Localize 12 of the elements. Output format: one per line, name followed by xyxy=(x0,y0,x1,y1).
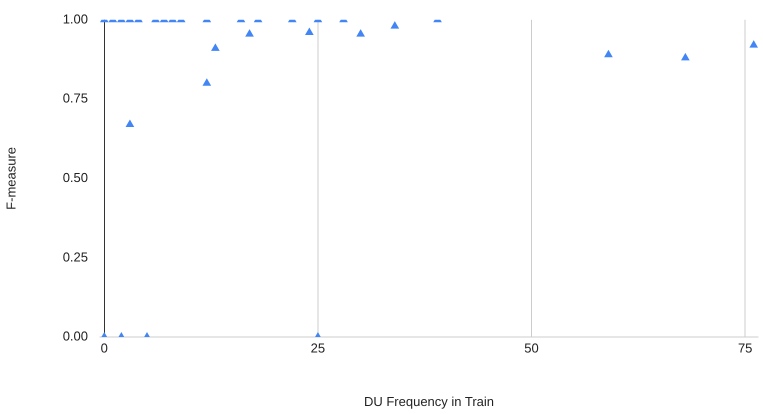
y-tick-label: 0.00 xyxy=(62,328,88,344)
y-tick-label: 0.50 xyxy=(62,170,88,185)
y-tick-label: 1.00 xyxy=(62,11,88,26)
y-axis-title: F-measure xyxy=(3,146,18,210)
x-axis-title: DU Frequency in Train xyxy=(364,394,494,409)
x-tick-label: 25 xyxy=(310,340,326,356)
y-tick-label: 0.25 xyxy=(62,249,88,264)
y-tick-label: 0.75 xyxy=(62,90,88,106)
x-tick-label: 50 xyxy=(524,340,539,356)
x-tick-label: 75 xyxy=(738,340,752,356)
x-tick-label: 0 xyxy=(100,340,108,356)
point xyxy=(126,119,134,127)
